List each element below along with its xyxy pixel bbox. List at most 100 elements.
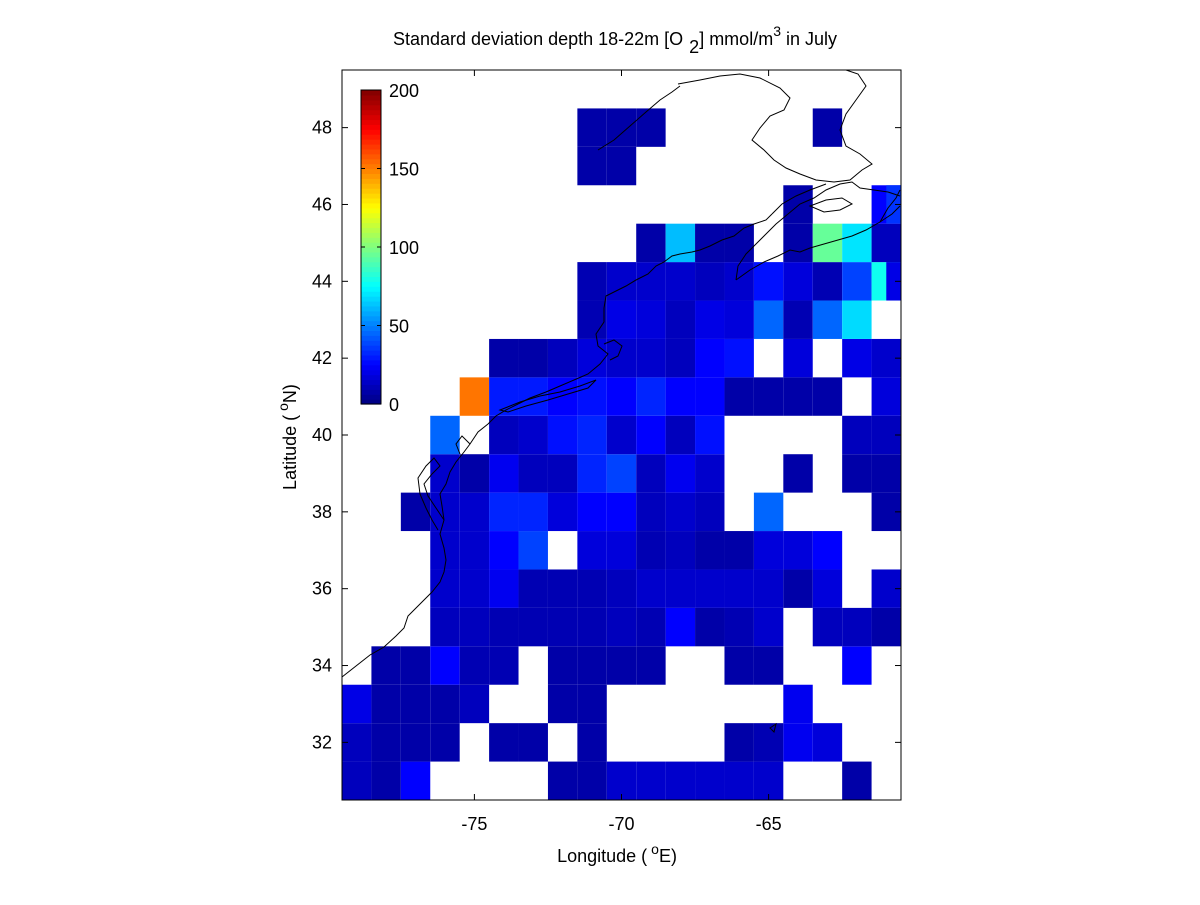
- heatmap-cell: [783, 300, 813, 339]
- heatmap-cell: [665, 454, 696, 493]
- heatmap-cell: [518, 492, 548, 532]
- colorbar-tick-label: 50: [389, 317, 409, 337]
- colorbar-swatch: [361, 222, 381, 228]
- heatmap-cell: [577, 454, 607, 493]
- heatmap-cell: [459, 531, 490, 570]
- heatmap-cell: [577, 531, 607, 570]
- colorbar-tick-label: 200: [389, 81, 419, 101]
- colorbar-swatch: [361, 310, 381, 317]
- heatmap-cell: [695, 262, 725, 301]
- heatmap-cell: [459, 607, 490, 647]
- heatmap-cell: [371, 723, 401, 762]
- heatmap-cell: [606, 300, 637, 339]
- heatmap-cell: [400, 492, 431, 532]
- heatmap-cell: [577, 338, 607, 378]
- heatmap-cell: [489, 531, 519, 570]
- heatmap-cell: [636, 454, 666, 493]
- colorbar-swatch: [361, 124, 381, 130]
- colorbar-swatch: [361, 183, 381, 189]
- y-tick-label: 36: [312, 579, 332, 599]
- y-tick-label: 44: [312, 271, 332, 291]
- heatmap-cell: [459, 454, 490, 493]
- y-tick-label: 46: [312, 194, 332, 214]
- colorbar-swatch: [361, 212, 381, 219]
- heatmap-cell: [812, 531, 843, 570]
- heatmap-cell: [430, 723, 460, 762]
- heatmap-cell: [518, 723, 548, 762]
- colorbar-swatch: [361, 350, 381, 356]
- colorbar-swatch: [361, 276, 381, 282]
- heatmap-cell: [577, 300, 607, 339]
- colorbar-swatch: [361, 153, 381, 160]
- heatmap-cell: [724, 531, 754, 570]
- heatmap-cell: [812, 262, 843, 301]
- heatmap-cells: [342, 108, 901, 800]
- colorbar-swatch: [361, 271, 381, 278]
- colorbar-swatch: [361, 104, 381, 111]
- x-tick-label: -70: [608, 814, 634, 834]
- heatmap-cell: [724, 262, 754, 301]
- heatmap-cell: [636, 646, 666, 685]
- heatmap-cell: [430, 684, 460, 724]
- y-tick-label: 32: [312, 732, 332, 752]
- colorbar-swatch: [361, 109, 381, 116]
- heatmap-cell: [459, 646, 490, 685]
- colorbar-swatch: [361, 266, 381, 273]
- heatmap-cell: [577, 146, 607, 186]
- heatmap-cell: [547, 377, 578, 416]
- heatmap-cell: [547, 415, 578, 455]
- colorbar-swatch: [361, 207, 381, 214]
- heatmap-cell: [371, 684, 401, 724]
- heatmap-cell: [577, 684, 607, 724]
- heatmap-cell: [665, 415, 696, 455]
- colorbar-swatch: [361, 237, 381, 243]
- heatmap-cell: [753, 531, 784, 570]
- colorbar-swatch: [361, 286, 381, 292]
- heatmap-cell: [577, 646, 607, 685]
- heatmap-cell: [636, 377, 666, 416]
- colorbar-swatch: [361, 399, 381, 405]
- coastline-us-east: [341, 213, 773, 678]
- heatmap-cell: [577, 607, 607, 647]
- colorbar-swatch: [361, 261, 381, 268]
- heatmap-cell: [400, 684, 431, 724]
- heatmap-cell: [665, 338, 696, 378]
- heatmap-cell: [695, 607, 725, 647]
- y-tick-label: 34: [312, 656, 332, 676]
- heatmap-cell: [842, 300, 872, 339]
- heatmap-cell: [724, 569, 754, 608]
- heatmap-cell: [812, 377, 843, 416]
- heatmap-cell: [400, 761, 431, 800]
- colorbar-swatch: [361, 94, 381, 101]
- coastline-gulf-st-lawrence: [677, 69, 873, 183]
- heatmap-cell: [695, 377, 725, 416]
- heatmap-cell: [636, 569, 666, 608]
- colorbar-swatch: [361, 148, 381, 155]
- heatmap-cell: [783, 185, 813, 224]
- colorbar-swatch: [361, 281, 381, 287]
- heatmap-cell: [665, 492, 696, 532]
- heatmap-cell: [724, 338, 754, 378]
- heatmap-cell: [665, 569, 696, 608]
- heatmap-cell: [577, 108, 607, 147]
- heatmap-cell: [636, 108, 666, 147]
- heatmap-cell: [753, 300, 784, 339]
- heatmap-cell: [430, 607, 460, 647]
- heatmap-cell: [606, 377, 637, 416]
- heatmap-cell: [724, 646, 754, 685]
- heatmap-cell: [606, 646, 637, 685]
- heatmap-cell: [547, 761, 578, 800]
- colorbar-swatch: [361, 369, 381, 376]
- heatmap-cell: [459, 684, 490, 724]
- heatmap-cell: [489, 415, 519, 455]
- colorbar-swatch: [361, 330, 381, 336]
- heatmap-cell: [665, 761, 696, 800]
- heatmap-cell: [753, 377, 784, 416]
- colorbar-swatch: [361, 389, 381, 395]
- colorbar-swatch: [361, 173, 381, 179]
- colorbar-swatch: [361, 202, 381, 209]
- heatmap-cell: [783, 338, 813, 378]
- colorbar-swatch: [361, 364, 381, 371]
- colorbar-tick-label: 0: [389, 395, 399, 415]
